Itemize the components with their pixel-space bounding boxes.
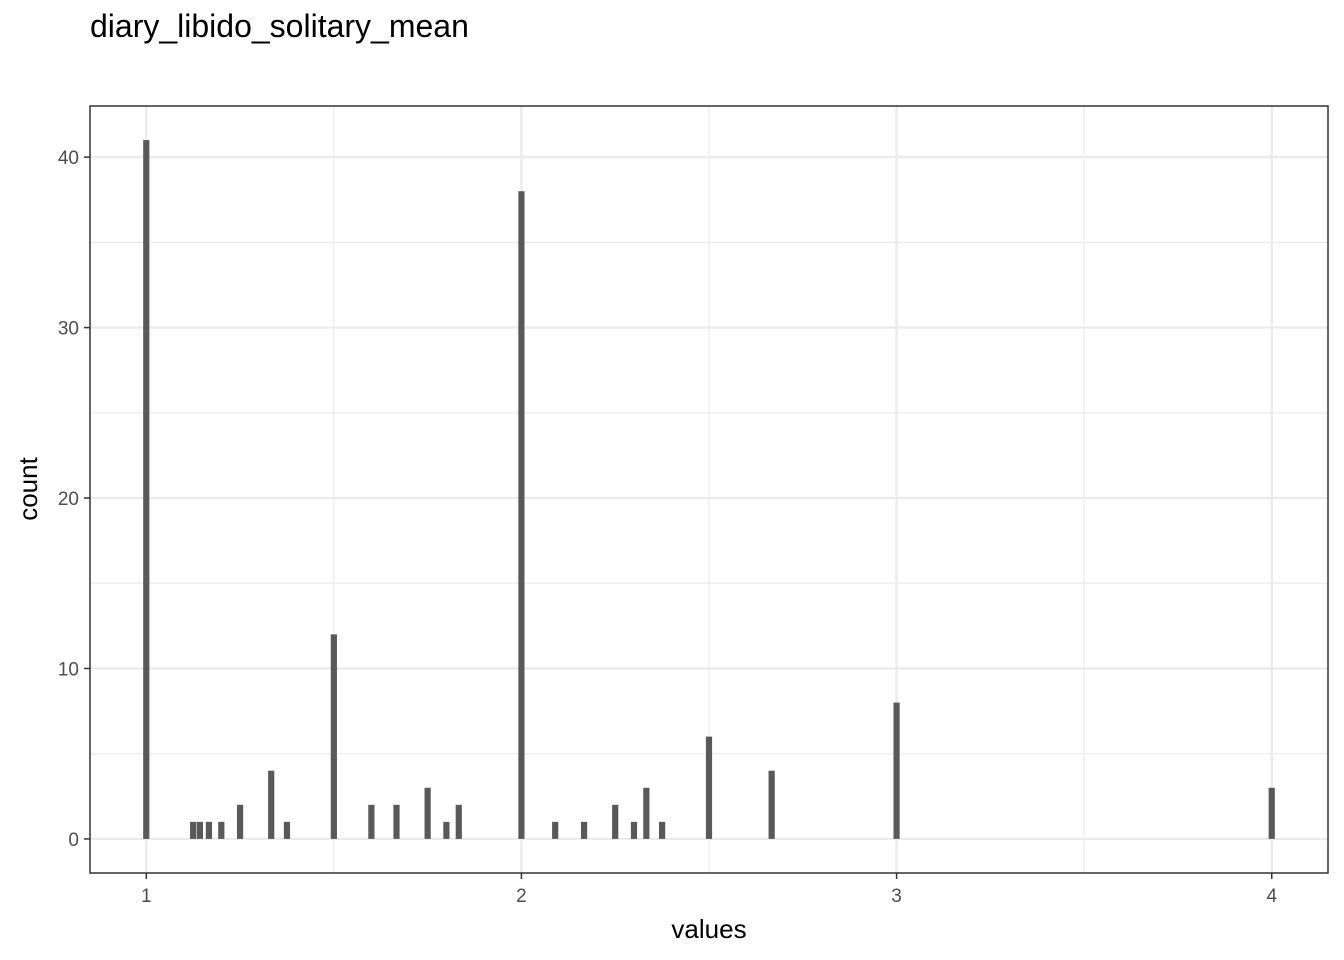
bars (143, 140, 1275, 839)
histogram-bar (705, 736, 713, 839)
y-tick-label: 40 (58, 148, 79, 169)
histogram-bar (368, 804, 375, 839)
y-tick-label: 0 (68, 830, 79, 851)
histogram-bar (518, 191, 525, 839)
histogram-bar (612, 804, 619, 839)
histogram-bar (893, 702, 900, 839)
y-tick-label: 30 (58, 319, 79, 340)
chart-title: diary_libido_solitary_mean (90, 8, 469, 44)
histogram-bar (283, 821, 291, 839)
histogram-bar (330, 634, 337, 839)
histogram-bar (190, 821, 197, 839)
histogram-bar (218, 821, 225, 839)
y-axis-title: count (13, 456, 43, 520)
histogram-bar (424, 787, 431, 839)
histogram-bar (630, 821, 638, 839)
x-tick-label: 3 (891, 886, 902, 907)
histogram-bar (552, 821, 559, 839)
y-tick-label: 20 (58, 489, 79, 510)
histogram-bar (268, 770, 275, 839)
x-axis-title: values (671, 914, 746, 944)
histogram-bar (443, 821, 450, 839)
histogram-bar (236, 804, 244, 839)
histogram-bar (455, 804, 462, 839)
x-tick-label: 1 (141, 886, 152, 907)
histogram-bar (580, 821, 588, 839)
histogram-bar (659, 821, 666, 839)
plot-border (89, 105, 1329, 874)
histogram-bar (1268, 787, 1275, 839)
histogram-bar (143, 140, 150, 839)
histogram-bar (205, 821, 213, 839)
histogram-bar (393, 804, 400, 839)
x-tick-label: 2 (516, 886, 527, 907)
x-tick-label: 4 (1266, 886, 1277, 907)
histogram-bar (768, 770, 775, 839)
histogram-bar (643, 787, 650, 839)
y-tick-label: 10 (58, 659, 79, 680)
histogram-bar (196, 821, 204, 839)
